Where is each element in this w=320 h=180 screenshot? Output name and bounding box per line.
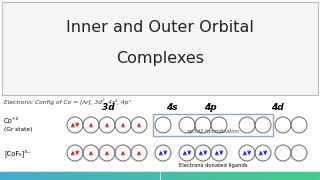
Text: [CoF₆]³⁻: [CoF₆]³⁻ <box>4 149 30 157</box>
Bar <box>153 114 273 136</box>
Bar <box>2 2 318 95</box>
Text: 4p: 4p <box>204 102 216 111</box>
Text: 4s: 4s <box>166 102 178 111</box>
Text: Electronic Config of Co = [Ar], 3d⁷, 4s², 4p°: Electronic Config of Co = [Ar], 3d⁷, 4s²… <box>4 99 132 105</box>
Text: (Gr state): (Gr state) <box>4 127 33 132</box>
Text: Co⁺³: Co⁺³ <box>4 118 19 124</box>
Text: 4d: 4d <box>271 102 284 111</box>
Text: Inner and Outer Orbital: Inner and Outer Orbital <box>66 21 254 35</box>
Text: sp3d2 hybridization: sp3d2 hybridization <box>187 129 239 134</box>
Text: Electrons donated ligands: Electrons donated ligands <box>179 163 247 168</box>
Text: Complexes: Complexes <box>116 51 204 66</box>
Text: 3d: 3d <box>102 102 114 111</box>
